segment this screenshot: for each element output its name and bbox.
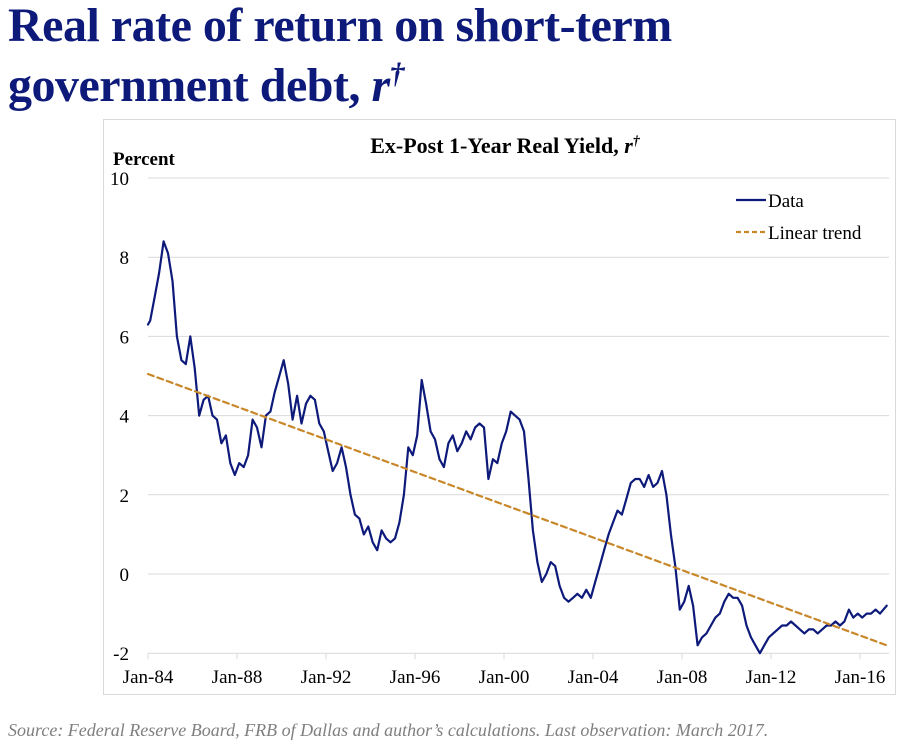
y-tick-label: 8 xyxy=(120,248,130,269)
gridlines xyxy=(148,177,889,654)
slide-title: Real rate of return on short-term govern… xyxy=(8,2,672,110)
series-group xyxy=(146,240,888,655)
y-tick-labels: -2 0 2 4 6 8 10 xyxy=(110,169,130,665)
slide-title-line2: government debt, xyxy=(8,59,372,112)
y-tick-label: 6 xyxy=(120,327,130,348)
x-tick-label: Jan-16 xyxy=(835,667,886,688)
legend-item: Linear trend xyxy=(736,223,862,244)
linear-trend-line xyxy=(146,372,888,647)
x-tick-label: Jan-88 xyxy=(212,667,263,688)
slide-title-superscript: † xyxy=(389,57,405,90)
y-axis-label: Percent xyxy=(113,149,176,170)
x-tick-label: Jan-04 xyxy=(568,667,619,688)
y-tick-label: 4 xyxy=(120,407,130,428)
slide-title-symbol: r xyxy=(371,59,390,112)
legend-label: Linear trend xyxy=(768,223,862,244)
chart-title-symbol: r xyxy=(624,133,633,158)
legend-label: Data xyxy=(768,191,804,212)
chart-title-superscript: † xyxy=(633,134,641,149)
x-tick-label: Jan-00 xyxy=(479,667,530,688)
y-tick-label: 10 xyxy=(110,169,129,190)
legend-item: Data xyxy=(736,191,804,212)
slide-title-line1: Real rate of return on short-term xyxy=(8,0,672,52)
y-tick-label: 0 xyxy=(120,565,130,586)
chart-title-text: Ex-Post 1-Year Real Yield, xyxy=(370,133,624,158)
source-note: Source: Federal Reserve Board, FRB of Da… xyxy=(8,720,769,740)
y-tick-label: -2 xyxy=(113,644,129,665)
data-line xyxy=(146,240,888,655)
x-tick-label: Jan-12 xyxy=(746,667,797,688)
x-tick-label: Jan-92 xyxy=(301,667,352,688)
chart-title: Ex-Post 1-Year Real Yield, r† xyxy=(370,133,641,158)
y-tick-label: 2 xyxy=(120,486,130,507)
x-tick-label: Jan-84 xyxy=(123,667,174,688)
x-tick-label: Jan-08 xyxy=(657,667,708,688)
legend: Data Linear trend xyxy=(736,191,862,244)
x-tick-label: Jan-96 xyxy=(390,667,441,688)
x-tick-labels: Jan-84 Jan-88 Jan-92 Jan-96 Jan-00 Jan-04 Jan-… xyxy=(123,653,886,688)
